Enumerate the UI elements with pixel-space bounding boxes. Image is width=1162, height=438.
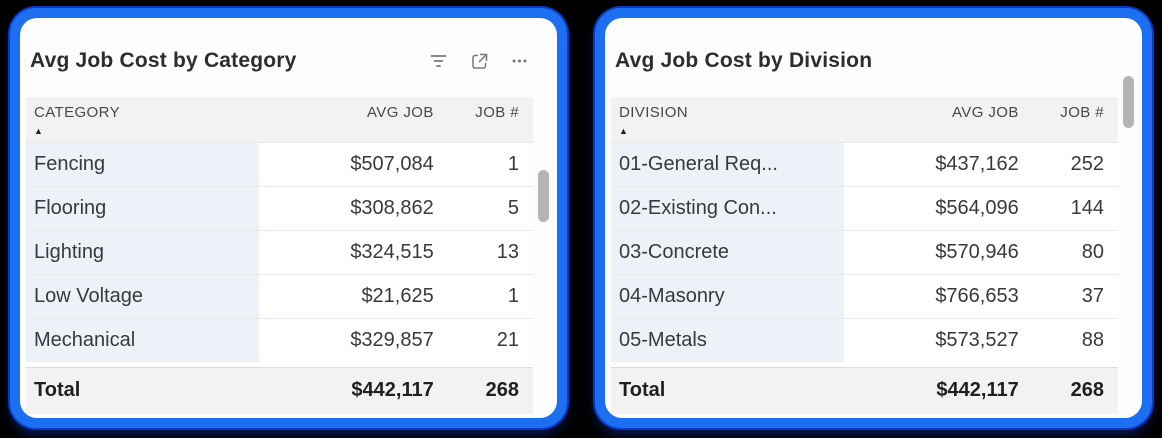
row-avg-job: $573,527 — [935, 328, 1019, 351]
column-header-division[interactable]: DIVISION ▲ — [611, 104, 844, 138]
row-label: Flooring — [26, 186, 260, 230]
column-header-job-count[interactable]: JOB # — [475, 103, 519, 121]
row-job-count: 144 — [1070, 196, 1104, 219]
row-label: 04-Masonry — [611, 274, 845, 318]
row-label: 03-Concrete — [611, 230, 845, 274]
row-label: Fencing — [26, 142, 260, 186]
row-label: 02-Existing Con... — [611, 186, 845, 230]
more-options-icon[interactable] — [512, 59, 527, 63]
table-row-masonry[interactable]: 04-Masonry $766,653 37 — [611, 273, 1118, 318]
row-avg-job: $437,162 — [935, 152, 1019, 175]
row-job-count: 37 — [1081, 284, 1104, 307]
row-avg-job: $308,862 — [350, 196, 434, 219]
row-avg-job: $766,653 — [935, 284, 1019, 307]
row-label: Mechanical — [26, 318, 260, 362]
table-row-low-voltage[interactable]: Low Voltage $21,625 1 — [26, 273, 533, 318]
total-avg-job: $442,117 — [351, 379, 434, 402]
column-header-category[interactable]: CATEGORY ▲ — [26, 104, 259, 138]
visual-header-division: Avg Job Cost by Division — [605, 28, 1142, 97]
row-label: Low Voltage — [26, 274, 260, 318]
visual-title-category: Avg Job Cost by Category — [30, 49, 297, 73]
row-label: 01-General Req... — [611, 142, 845, 186]
visual-title-division: Avg Job Cost by Division — [615, 49, 873, 73]
row-job-count: 88 — [1081, 328, 1104, 351]
row-avg-job: $570,946 — [935, 240, 1019, 263]
total-row: Total $442,117 268 — [26, 366, 533, 414]
table-row-fencing[interactable]: Fencing $507,084 1 — [26, 141, 533, 186]
table-row-existing-conditions[interactable]: 02-Existing Con... $564,096 144 — [611, 185, 1118, 230]
row-label: 05-Metals — [611, 318, 845, 362]
division-table: DIVISION ▲ AVG JOB JOB # 01-General Req.… — [611, 96, 1118, 414]
table-row-mechanical[interactable]: Mechanical $329,857 21 — [26, 317, 533, 362]
visual-header-category: Avg Job Cost by Category — [20, 28, 557, 97]
division-table-header: DIVISION ▲ AVG JOB JOB # — [611, 96, 1118, 142]
row-job-count: 252 — [1070, 152, 1104, 175]
visual-card-category: Avg Job Cost by Category CATEGO — [10, 8, 567, 428]
total-job-count: 268 — [1070, 379, 1104, 402]
column-header-avg-job[interactable]: AVG JOB — [367, 103, 434, 121]
filter-icon[interactable] — [430, 54, 447, 68]
vertical-scrollbar-thumb[interactable] — [1123, 76, 1134, 128]
sort-ascending-icon: ▲ — [34, 125, 44, 136]
table-row-concrete[interactable]: 03-Concrete $570,946 80 — [611, 229, 1118, 274]
sort-ascending-icon: ▲ — [619, 125, 629, 136]
row-label: Lighting — [26, 230, 260, 274]
column-header-division-label: DIVISION — [619, 103, 689, 121]
row-job-count: 21 — [496, 328, 519, 351]
row-avg-job: $507,084 — [350, 152, 434, 175]
row-avg-job: $21,625 — [361, 284, 434, 307]
table-row-general-requirements[interactable]: 01-General Req... $437,162 252 — [611, 141, 1118, 186]
visual-header-toolbar — [430, 53, 541, 70]
total-job-count: 268 — [485, 379, 519, 402]
total-row: Total $442,117 268 — [611, 366, 1118, 414]
column-header-category-label: CATEGORY — [34, 103, 120, 121]
row-job-count: 80 — [1081, 240, 1104, 263]
table-row-lighting[interactable]: Lighting $324,515 13 — [26, 229, 533, 274]
table-row-metals[interactable]: 05-Metals $573,527 88 — [611, 317, 1118, 362]
row-avg-job: $324,515 — [350, 240, 434, 263]
row-avg-job: $329,857 — [350, 328, 434, 351]
visual-card-division: Avg Job Cost by Division DIVISION ▲ AVG … — [595, 8, 1152, 428]
category-table: CATEGORY ▲ AVG JOB JOB # Fencing $507,08… — [26, 96, 533, 414]
column-header-job-count[interactable]: JOB # — [1060, 103, 1104, 121]
focus-mode-icon[interactable] — [471, 53, 488, 70]
visual-card-division-body: Avg Job Cost by Division DIVISION ▲ AVG … — [605, 18, 1142, 418]
total-avg-job: $442,117 — [936, 379, 1019, 402]
column-header-avg-job[interactable]: AVG JOB — [952, 103, 1019, 121]
row-avg-job: $564,096 — [935, 196, 1019, 219]
category-table-header: CATEGORY ▲ AVG JOB JOB # — [26, 96, 533, 142]
total-label: Total — [26, 367, 260, 414]
total-label: Total — [611, 367, 845, 414]
row-job-count: 13 — [496, 240, 519, 263]
row-job-count: 5 — [507, 196, 519, 219]
vertical-scrollbar-thumb[interactable] — [538, 170, 549, 222]
table-row-flooring[interactable]: Flooring $308,862 5 — [26, 185, 533, 230]
visual-card-category-body: Avg Job Cost by Category CATEGO — [20, 18, 557, 418]
row-job-count: 1 — [507, 284, 519, 307]
row-job-count: 1 — [507, 152, 519, 175]
